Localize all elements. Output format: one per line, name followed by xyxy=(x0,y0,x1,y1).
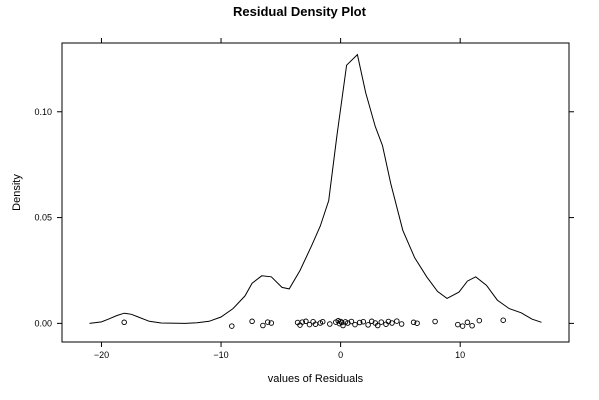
residual-point xyxy=(303,318,309,325)
residual-point xyxy=(352,321,358,328)
plot-marks xyxy=(89,53,542,329)
residual-point xyxy=(327,321,333,327)
residual-point xyxy=(414,320,420,326)
chart-title: Residual Density Plot xyxy=(233,4,367,19)
x-tick-label: 0 xyxy=(338,350,343,360)
y-tick-label: 0.10 xyxy=(34,107,52,117)
residual-point xyxy=(469,322,475,329)
residual-point xyxy=(319,318,326,325)
y-tick-label: 0.05 xyxy=(34,213,52,223)
x-tick-label: 10 xyxy=(455,350,465,360)
residual-point xyxy=(459,323,466,329)
residual-point xyxy=(268,320,275,326)
residual-point xyxy=(249,318,255,325)
residual-point xyxy=(464,319,471,326)
residual-point xyxy=(360,318,367,325)
residual-point xyxy=(260,322,266,329)
density-curve xyxy=(89,53,542,324)
residual-point xyxy=(500,317,506,323)
residual-point xyxy=(394,318,400,324)
residual-point xyxy=(306,321,313,328)
residual-point xyxy=(121,319,127,326)
residual-point xyxy=(374,322,381,329)
x-axis-label: values of Residuals xyxy=(268,373,364,385)
residual-point xyxy=(365,322,371,328)
x-tick-label: −20 xyxy=(94,350,109,360)
residual-point xyxy=(348,318,355,325)
residual-point xyxy=(356,319,363,326)
residual-point xyxy=(432,318,438,325)
residual-point xyxy=(312,321,319,327)
plot-panel xyxy=(61,42,570,343)
axis-ticks: −20 −10 0 10 0.00 0.05 0.10 xyxy=(34,38,574,360)
residual-point xyxy=(299,319,306,325)
residual-point xyxy=(378,319,385,325)
residual-point xyxy=(339,319,345,326)
y-tick-label: 0.00 xyxy=(34,318,52,328)
residual-point xyxy=(389,320,395,326)
residual-point xyxy=(476,317,483,324)
y-axis-label: Density xyxy=(11,174,23,211)
residual-point xyxy=(410,319,417,326)
residual-point xyxy=(264,319,271,325)
residual-point xyxy=(455,321,461,328)
residual-point xyxy=(229,323,235,329)
x-tick-label: −10 xyxy=(213,350,228,360)
residual-point xyxy=(398,321,405,327)
